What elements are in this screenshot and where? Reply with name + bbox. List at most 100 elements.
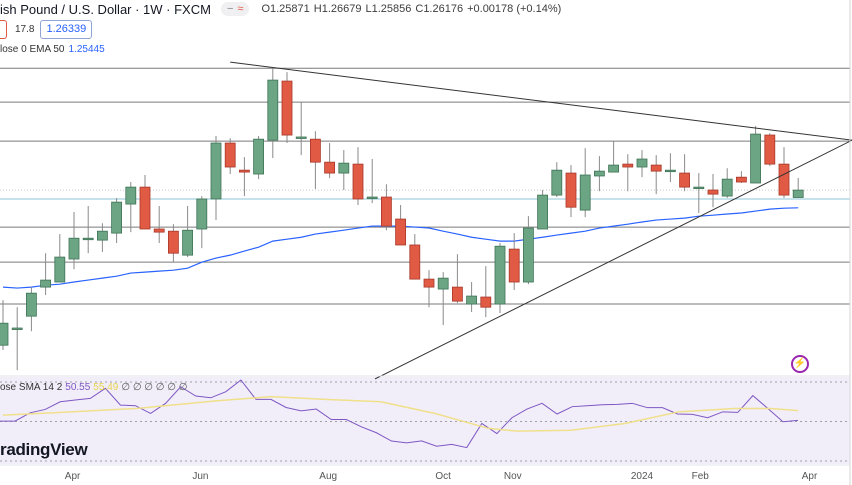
ema-value: 1.25445 [68, 44, 105, 55]
candle-body [0, 322, 9, 346]
candle-body [679, 172, 690, 188]
low-value: L1.25856 [365, 3, 412, 15]
candle-up [68, 212, 80, 270]
candle-up [792, 177, 804, 198]
candle-body [721, 178, 733, 197]
candle-up [111, 198, 122, 244]
candle-body [608, 164, 619, 173]
buy-button[interactable]: 1.26339 [40, 20, 93, 39]
candle-body [295, 136, 307, 139]
candle-body [182, 229, 194, 256]
rsi-legend[interactable]: ose SMA 14 2 50.55 55.49 ∅ ∅ ∅ ∅ ∅ ∅ [0, 382, 188, 393]
time-axis-label: Jun [192, 471, 209, 482]
rsi-line [0, 379, 799, 449]
candle-down [778, 147, 790, 199]
candle-up [494, 243, 506, 314]
ohlc-readout: O1.25871 H1.26679 L1.25856 C1.26176 +0.0… [261, 3, 561, 15]
candle-body [551, 169, 563, 196]
candle-down [508, 233, 520, 291]
candle-body [153, 228, 165, 233]
candle-body [736, 176, 747, 183]
time-axis-label: Oct [435, 471, 451, 482]
candle-body [778, 163, 790, 196]
candle-down [707, 174, 719, 208]
candle-body [537, 194, 548, 230]
candle-down [309, 131, 321, 190]
candle-body [409, 244, 421, 280]
candle-up [82, 205, 94, 254]
rsi-sma-line [2, 395, 799, 432]
candle-up [366, 159, 378, 204]
symbol-title[interactable]: ish Pound / U.S. Dollar · 1W · FXCM [0, 1, 211, 17]
candle-up [40, 253, 51, 296]
candle-body [395, 218, 407, 246]
candle-up [721, 168, 733, 199]
candle-body [267, 79, 279, 141]
rsi-pane-background [0, 377, 850, 464]
candle-body [167, 230, 179, 254]
candle-up [608, 141, 619, 173]
candle-body [636, 158, 648, 168]
candle-body [792, 189, 804, 198]
candle-down [380, 184, 392, 231]
time-axis-label: Apr [64, 471, 81, 482]
candle-up [267, 67, 279, 159]
time-axis-label: Aug [319, 471, 338, 482]
candle-up [665, 153, 676, 183]
candle-down [622, 154, 634, 192]
candle-down [167, 224, 179, 263]
candle-down [650, 155, 662, 195]
candle-up [196, 196, 208, 249]
candle-body [25, 292, 37, 317]
sell-button[interactable] [0, 20, 7, 39]
candle-body [480, 296, 492, 308]
rsi-extra-values: ∅ ∅ ∅ ∅ ∅ ∅ [121, 382, 188, 393]
candle-down [153, 205, 165, 244]
ema-label: lose 0 EMA 50 [0, 44, 65, 55]
candle-up [693, 173, 705, 214]
candle-up [750, 126, 761, 184]
candle-up [182, 205, 194, 258]
trendline [230, 61, 852, 141]
candle-body [82, 237, 94, 241]
tradingview-logo[interactable]: radingView [0, 440, 88, 459]
candle-body [565, 172, 577, 208]
candle-up [579, 148, 591, 218]
trade-row: 17.8 1.26339 [0, 20, 93, 39]
lightning-icon[interactable]: ⚡ [791, 355, 809, 373]
candle-down [423, 270, 435, 308]
candle-body [622, 163, 634, 168]
candle-down [324, 143, 336, 179]
candle-body [380, 196, 392, 227]
candle-body [707, 189, 719, 195]
candle-up [523, 216, 534, 285]
rsi-pane [0, 379, 850, 462]
candle-body [764, 134, 776, 165]
trendlines[interactable] [230, 61, 852, 380]
candle-body [40, 279, 51, 288]
candle-body [594, 170, 605, 177]
change-value: +0.00178 (+0.14%) [467, 3, 562, 15]
header-row: ish Pound / U.S. Dollar · 1W · FXCM − ≈ … [0, 0, 561, 18]
rsi-sma-value: 55.49 [93, 382, 119, 393]
candle-up [636, 150, 648, 178]
candle-up [0, 300, 9, 351]
status-pill[interactable]: − ≈ [220, 2, 250, 16]
candle-body [693, 186, 705, 190]
candle-body [210, 142, 222, 200]
candle-body [665, 169, 676, 173]
candle-body [125, 186, 137, 205]
candle-down [238, 157, 250, 197]
candle-body [437, 277, 449, 290]
minus-icon: − [226, 3, 234, 15]
open-value: O1.25871 [261, 3, 310, 15]
ema-legend[interactable]: lose 0 EMA 50 1.25445 [0, 44, 105, 55]
candle-down [281, 72, 293, 144]
spread-value: 17.8 [15, 24, 35, 35]
candle-up [97, 223, 108, 253]
candle-body [111, 201, 122, 234]
candle-body [196, 198, 208, 230]
candle-body [338, 162, 350, 174]
candle-down [679, 154, 690, 192]
